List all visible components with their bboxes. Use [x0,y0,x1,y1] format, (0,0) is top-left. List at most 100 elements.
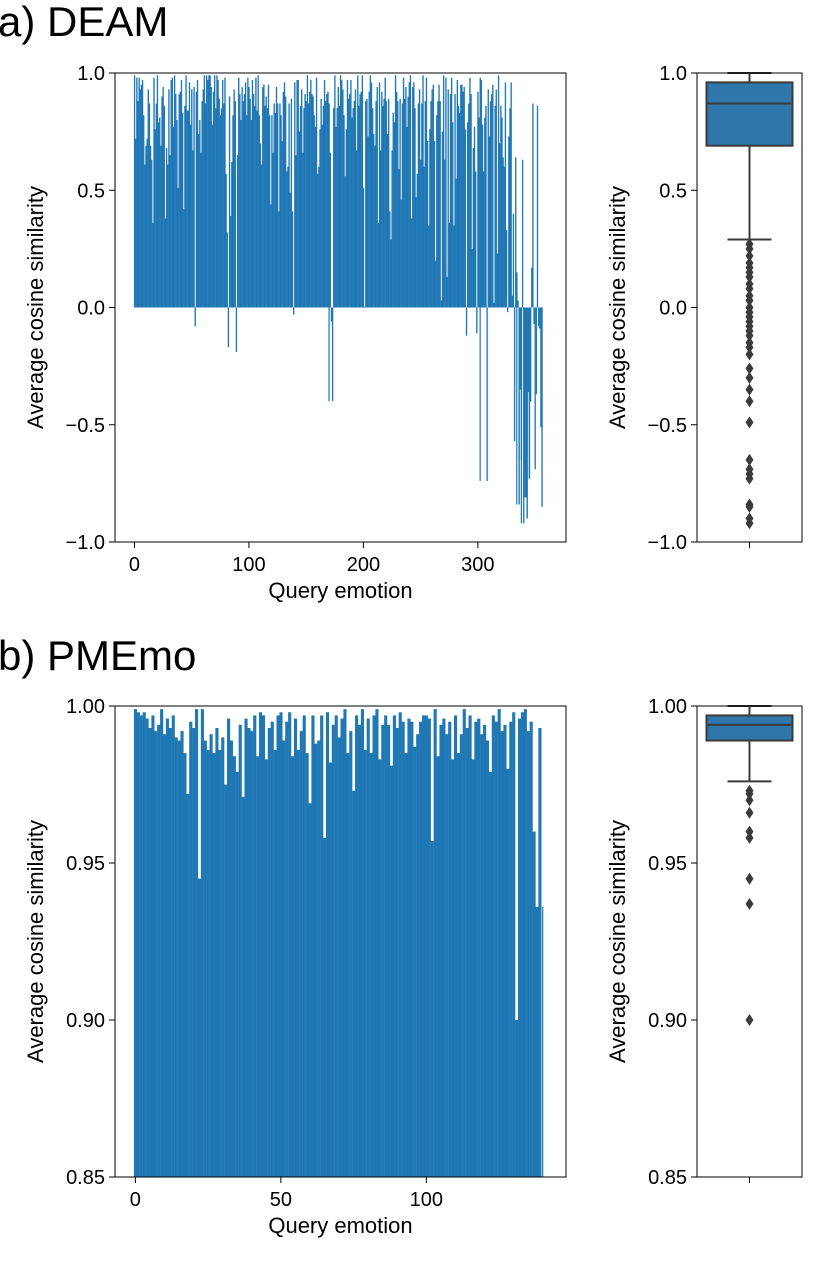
bar [280,115,282,308]
bar [145,718,149,1177]
bar [270,204,272,308]
bar [360,709,364,1177]
bar [196,80,199,308]
bar [335,126,337,308]
bar [445,77,447,308]
bar [302,152,304,308]
bar [387,724,391,1177]
bar [312,96,314,308]
flier-point [745,825,754,838]
bar [471,759,475,1177]
bar [535,906,539,1177]
y-tick-label: 0.85 [648,1167,687,1189]
bar [177,740,181,1177]
bar [167,164,169,308]
bar [287,166,289,308]
bar [327,91,329,308]
bar [360,91,362,308]
bar [241,87,243,308]
bar [197,133,200,308]
bar [519,307,521,390]
bar [253,715,257,1177]
bar [291,211,294,308]
bar [416,173,418,308]
bar [267,84,270,308]
bar [431,89,433,308]
axes-frame [114,705,567,1178]
bar [230,216,232,308]
bar [515,157,517,308]
bar [340,718,344,1177]
bar [148,103,151,308]
bar [329,152,331,308]
x-tick-label: 100 [410,1189,443,1211]
bar [169,155,171,308]
bar [436,115,438,308]
bar [206,75,208,308]
bar [412,87,414,308]
bar [488,771,492,1177]
bar [373,133,375,308]
bar [276,103,279,308]
bar [511,295,513,308]
bar [423,166,425,308]
bar [399,98,401,308]
y-tick-label: 0.95 [648,853,687,875]
y-axis-label: Average cosine similarity [23,820,48,1063]
bar [420,159,422,308]
bar [156,75,159,308]
bar [416,734,420,1177]
bar [241,797,245,1177]
bar [485,740,490,1177]
bar [228,96,231,308]
bar [143,115,145,308]
bar [375,709,379,1177]
bar [349,94,351,308]
flier-point [745,517,754,530]
bar [250,119,252,308]
bar [419,721,423,1177]
box [705,81,794,147]
bar [493,302,495,308]
bar [171,715,175,1177]
bar [188,82,191,308]
bar [337,737,341,1177]
bar [186,110,188,308]
bar [297,80,299,308]
bar [424,101,426,308]
bar [465,307,468,336]
bar [266,108,269,308]
x-tick-label: 200 [347,554,380,576]
bar [505,230,508,308]
bar [248,87,250,308]
bar [369,75,372,308]
bar [466,122,469,308]
x-tick-label: 0 [129,554,140,576]
bar [536,105,539,308]
bar [503,724,507,1177]
bar [218,749,222,1177]
bar [392,715,396,1177]
bar [538,727,542,1177]
bar [133,75,136,308]
x-tick-label: 300 [461,554,494,576]
bar [278,211,280,308]
bar [192,727,196,1177]
deam-bar-chart: 0 100 200 300 Query emotion −1.0 −0.5 0.0 0.5 1.0… [23,63,567,603]
flier-point [745,341,754,354]
bar [439,724,443,1177]
bar [471,248,473,308]
bar [425,77,428,308]
bar [402,77,405,308]
bar [250,731,254,1177]
bar [275,87,278,308]
flier-point [745,872,754,885]
bar [338,105,341,308]
bar [142,712,146,1177]
bar [477,718,481,1177]
bar [421,715,426,1177]
bar [209,75,211,308]
bar [225,173,227,308]
bar [414,108,416,308]
